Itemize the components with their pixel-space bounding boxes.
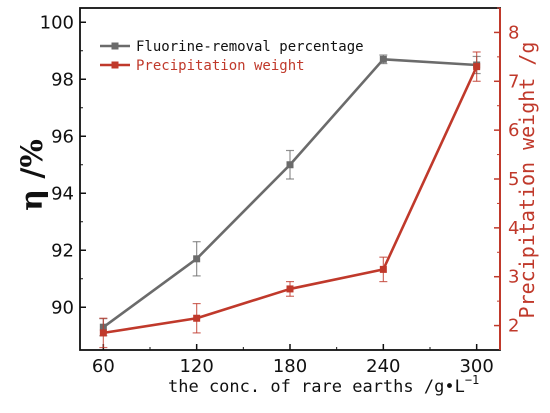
x-axis-title-main: the conc. of rare earths /g•L <box>168 377 465 397</box>
data-point-precipitation <box>379 265 387 273</box>
left-tick-label: 90 <box>51 297 74 318</box>
data-point-fluorine <box>379 55 387 63</box>
right-axis-ticks: 2 3 4 5 6 7 8 <box>494 7 519 337</box>
right-tick-label: 6 <box>508 120 519 141</box>
left-axis-ticks: 90 92 94 96 98 100 <box>40 12 86 318</box>
right-tick-label: 7 <box>508 71 519 92</box>
left-tick-label: 94 <box>51 183 74 204</box>
right-tick-label: 4 <box>508 218 519 239</box>
series-layer <box>99 51 481 349</box>
x-tick-label: 120 <box>179 356 213 377</box>
right-tick-label: 5 <box>508 169 519 190</box>
legend: Fluorine-removal percentage Precipitatio… <box>100 39 364 74</box>
x-axis-title-superscript: −1 <box>465 373 479 387</box>
x-axis-ticks: 60 120 180 240 300 <box>92 344 494 377</box>
legend-label-precipitation: Precipitation weight <box>136 58 305 74</box>
y-axis-title: η /% <box>15 139 50 211</box>
right-tick-label: 8 <box>508 22 519 43</box>
left-tick-label: 98 <box>51 69 74 90</box>
right-tick-label: 3 <box>508 267 519 288</box>
right-tick-label: 2 <box>508 316 519 337</box>
x-tick-label: 300 <box>459 356 493 377</box>
left-tick-label: 100 <box>40 12 74 33</box>
y2-axis-title: Precipitation weight /g <box>515 42 539 319</box>
x-tick-label: 240 <box>366 356 400 377</box>
legend-item-fluorine: Fluorine-removal percentage <box>100 39 364 55</box>
data-point-precipitation <box>99 329 107 337</box>
data-point-fluorine <box>286 161 294 169</box>
legend-marker-fluorine <box>111 42 119 50</box>
legend-item-precipitation: Precipitation weight <box>100 58 305 74</box>
legend-marker-precipitation <box>111 61 119 69</box>
left-tick-label: 96 <box>51 126 74 147</box>
legend-label-fluorine: Fluorine-removal percentage <box>136 39 364 55</box>
data-point-precipitation <box>193 314 201 322</box>
left-tick-label: 92 <box>51 240 74 261</box>
x-axis-title: the conc. of rare earths /g•L−1 <box>168 373 479 397</box>
data-point-precipitation <box>473 63 481 71</box>
data-point-fluorine <box>193 255 201 263</box>
x-tick-label: 60 <box>92 356 115 377</box>
x-tick-label: 180 <box>273 356 307 377</box>
data-point-precipitation <box>286 285 294 293</box>
